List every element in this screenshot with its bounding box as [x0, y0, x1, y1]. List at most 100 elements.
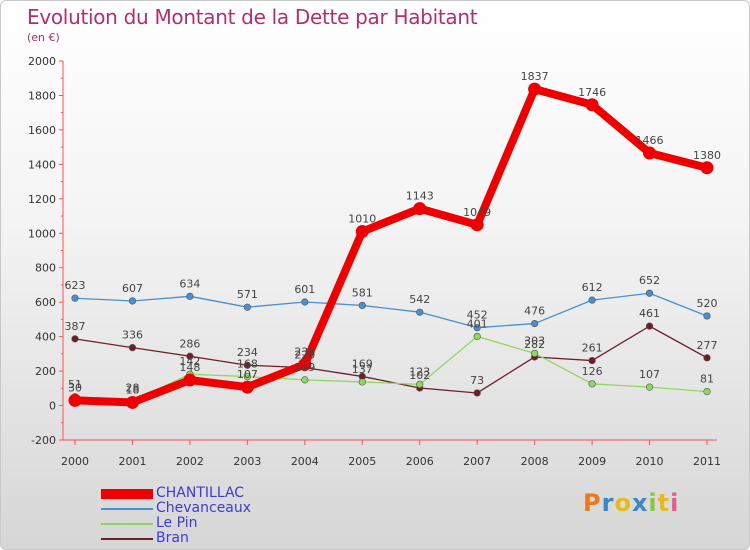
- data-point-le-pin: [703, 387, 711, 396]
- data-label-chantillac: 1380: [693, 149, 721, 162]
- data-point-chantillac: [413, 202, 427, 216]
- data-label-chevanceaux: 581: [352, 286, 373, 299]
- data-label-le-pin: 51: [68, 378, 82, 391]
- y-tick-label: 2000: [28, 55, 56, 68]
- data-point-chantillac: [240, 380, 254, 394]
- data-point-chevanceaux: [358, 301, 366, 310]
- data-label-chevanceaux: 652: [639, 274, 660, 287]
- y-tick-label: 800: [35, 262, 56, 275]
- data-label-le-pin: 126: [582, 365, 603, 378]
- x-tick-label: 2002: [176, 455, 204, 468]
- data-label-le-pin: 401: [467, 317, 488, 330]
- x-tick-label: 2006: [406, 455, 434, 468]
- data-label-chantillac: 1049: [463, 206, 491, 219]
- data-label-chantillac: 1010: [348, 213, 376, 226]
- data-label-chevanceaux: 476: [524, 305, 545, 318]
- data-label-chevanceaux: 612: [582, 281, 603, 294]
- data-label-chevanceaux: 634: [179, 277, 200, 290]
- data-point-bran: [473, 389, 481, 397]
- data-point-bran: [645, 322, 654, 330]
- series-line-le-pin: [74, 335, 708, 402]
- data-point-chantillac: [125, 395, 139, 409]
- legend-swatch-le-pin: [101, 522, 153, 525]
- legend-label-chantillac: CHANTILLAC: [156, 485, 245, 501]
- chart-subtitle: (en €): [27, 31, 60, 44]
- data-point-chevanceaux: [301, 298, 309, 306]
- y-tick-label: 1000: [28, 227, 56, 240]
- data-label-chantillac: 107: [237, 368, 258, 381]
- y-tick-label: -200: [31, 434, 56, 447]
- legend-item-bran: Bran: [101, 531, 251, 546]
- x-tick-label: 2004: [291, 455, 319, 468]
- x-tick-label: 2011: [693, 455, 721, 468]
- data-point-le-pin: [588, 380, 596, 388]
- legend-label-bran: Bran: [156, 530, 189, 546]
- data-label-bran: 387: [65, 320, 86, 333]
- data-label-bran: 220: [294, 349, 315, 362]
- data-point-bran: [71, 335, 79, 343]
- data-point-chantillac: [298, 357, 312, 371]
- data-point-chevanceaux: [186, 292, 194, 300]
- x-tick-label: 2010: [636, 455, 664, 468]
- series-line-chantillac: [74, 85, 708, 407]
- data-point-bran: [186, 352, 194, 360]
- data-label-chantillac: 18: [125, 383, 139, 396]
- data-point-le-pin: [301, 376, 309, 384]
- data-label-chevanceaux: 601: [294, 283, 315, 296]
- x-tick-label: 2003: [233, 455, 261, 468]
- x-tick-label: 2009: [578, 455, 606, 468]
- data-label-le-pin: 168: [237, 358, 258, 371]
- data-point-chantillac: [528, 82, 542, 96]
- data-point-chevanceaux: [243, 303, 251, 311]
- data-point-chevanceaux: [531, 319, 539, 328]
- data-point-chantillac: [183, 373, 197, 387]
- data-point-chevanceaux: [473, 324, 481, 332]
- data-label-chevanceaux: 452: [467, 309, 488, 322]
- data-point-chevanceaux: [128, 297, 137, 305]
- legend-item-le-pin: Le Pin: [101, 516, 251, 531]
- data-label-chantillac: 1143: [406, 190, 434, 203]
- data-point-le-pin: [473, 332, 481, 341]
- y-tick-label: 600: [35, 296, 56, 309]
- x-tick-label: 2005: [348, 455, 376, 468]
- data-label-bran: 286: [179, 337, 200, 350]
- data-label-bran: 336: [122, 329, 143, 342]
- data-label-chevanceaux: 607: [122, 282, 143, 295]
- data-label-bran: 169: [352, 357, 373, 370]
- data-point-chantillac: [643, 146, 657, 160]
- chart-title: Evolution du Montant de la Dette par Hab…: [27, 5, 478, 29]
- data-label-chantillac: 30: [68, 381, 82, 394]
- data-point-chevanceaux: [645, 289, 654, 297]
- data-point-le-pin: [243, 373, 251, 381]
- legend-swatch-bran: [101, 537, 153, 540]
- y-tick-label: 400: [35, 331, 56, 344]
- data-point-chantillac: [700, 161, 714, 175]
- data-point-bran: [128, 344, 137, 352]
- data-label-chantillac: 1837: [521, 70, 549, 83]
- data-label-le-pin: 28: [125, 382, 139, 395]
- y-tick-label: 200: [35, 365, 56, 378]
- y-tick-label: 1200: [28, 193, 56, 206]
- y-tick-label: 1600: [28, 124, 56, 137]
- data-label-le-pin: 81: [700, 373, 714, 386]
- data-point-chantillac: [585, 98, 599, 112]
- data-point-le-pin: [358, 378, 366, 386]
- data-point-chevanceaux: [416, 308, 424, 316]
- legend-label-le-pin: Le Pin: [156, 515, 198, 531]
- data-point-le-pin: [416, 380, 424, 388]
- data-point-le-pin: [645, 383, 654, 391]
- data-point-chantillac: [470, 218, 484, 232]
- data-point-bran: [243, 361, 251, 369]
- data-label-chevanceaux: 542: [409, 293, 430, 306]
- data-label-bran: 102: [409, 369, 430, 382]
- legend-swatch-chantillac: [101, 488, 153, 499]
- x-tick-label: 2001: [118, 455, 146, 468]
- x-tick-label: 2007: [463, 455, 491, 468]
- x-tick-label: 2000: [61, 455, 89, 468]
- data-label-le-pin: 149: [294, 361, 315, 374]
- data-point-bran: [703, 354, 711, 362]
- data-label-bran: 277: [697, 339, 718, 352]
- data-label-le-pin: 137: [352, 363, 373, 376]
